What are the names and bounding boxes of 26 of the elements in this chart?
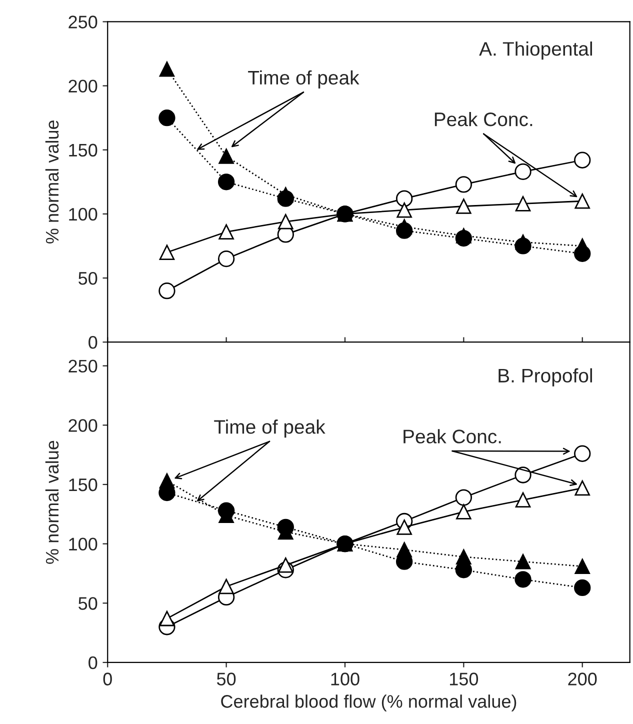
x-tick-label: 0 xyxy=(103,672,112,686)
x-tick-label: 50 xyxy=(216,672,236,686)
y-tick-label: 50 xyxy=(78,272,98,285)
y-tick-label: 150 xyxy=(69,478,98,492)
y-tick-label: 0 xyxy=(88,656,98,670)
annotation: Peak Conc. xyxy=(434,112,532,126)
y-tick-label: 0 xyxy=(88,336,98,349)
annotation: Peak Conc. xyxy=(404,429,501,444)
x-tick-label: 200 xyxy=(568,672,597,686)
y-axis-title: % normal value xyxy=(45,440,59,564)
y-tick-label: 100 xyxy=(69,208,98,221)
y-tick-label: 200 xyxy=(68,80,98,93)
annotation: Time of peak xyxy=(248,70,360,88)
annotation: A. Thiopental xyxy=(479,41,592,60)
x-tick-label: 100 xyxy=(331,672,360,686)
x-axis-title: Cerebral blood flow (% normal value) xyxy=(221,694,516,712)
y-tick-label: 250 xyxy=(68,16,98,28)
y-tick-label: 100 xyxy=(69,538,98,551)
y-axis-title: % normal value xyxy=(45,120,59,244)
x-tick-label: 150 xyxy=(450,672,478,686)
y-tick-label: 250 xyxy=(68,360,98,373)
annotation: B. Propofol xyxy=(498,368,592,386)
y-tick-label: 50 xyxy=(78,597,98,610)
annotation: Time of peak xyxy=(214,420,326,438)
y-tick-label: 150 xyxy=(69,144,98,157)
y-tick-label: 200 xyxy=(68,419,98,432)
